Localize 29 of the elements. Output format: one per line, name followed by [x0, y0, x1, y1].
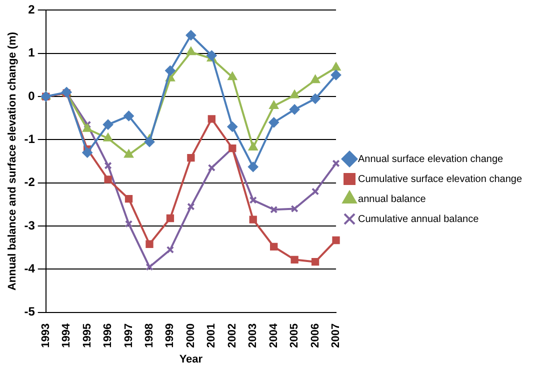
x-tick-label: 2003 — [247, 323, 260, 348]
x-tick-label: 2001 — [206, 323, 218, 348]
x-tick-label: 1993 — [40, 323, 52, 348]
legend-label: annual balance — [358, 194, 426, 205]
x-tick-label: 1995 — [81, 323, 94, 348]
x-tick-label: 2006 — [309, 323, 322, 348]
y-tick-label: -3 — [24, 218, 36, 232]
x-axis-title: Year — [179, 353, 204, 366]
y-tick-label: -4 — [24, 261, 36, 276]
y-tick-label: 0 — [28, 88, 36, 103]
legend-label: Cumulative surface elevation change — [358, 174, 522, 185]
y-axis-title: Annual balance and surface elevation change (m) — [6, 32, 19, 291]
x-tick-label: 2004 — [268, 322, 280, 348]
y-tick-label: -5 — [24, 304, 36, 319]
x-tick-label: 1998 — [144, 323, 156, 348]
x-tick-label: 1997 — [122, 323, 135, 348]
x-tick-label: 2002 — [226, 323, 238, 348]
y-tick-label: 1 — [28, 46, 36, 60]
x-tick-label: 1999 — [164, 323, 176, 348]
x-tick-label: 1996 — [102, 323, 114, 348]
x-tick-label: 2000 — [184, 323, 197, 348]
legend-label: Annual surface elevation change — [358, 154, 504, 165]
y-tick-label: 2 — [28, 2, 36, 17]
y-tick-label: -1 — [24, 132, 36, 146]
x-tick-label: 2005 — [288, 323, 301, 348]
x-tick-label: 2007 — [330, 323, 342, 348]
x-tick-label: 1994 — [60, 322, 73, 348]
y-tick-label: -2 — [24, 175, 36, 190]
legend-label: Cumulative annual balance — [358, 214, 480, 225]
